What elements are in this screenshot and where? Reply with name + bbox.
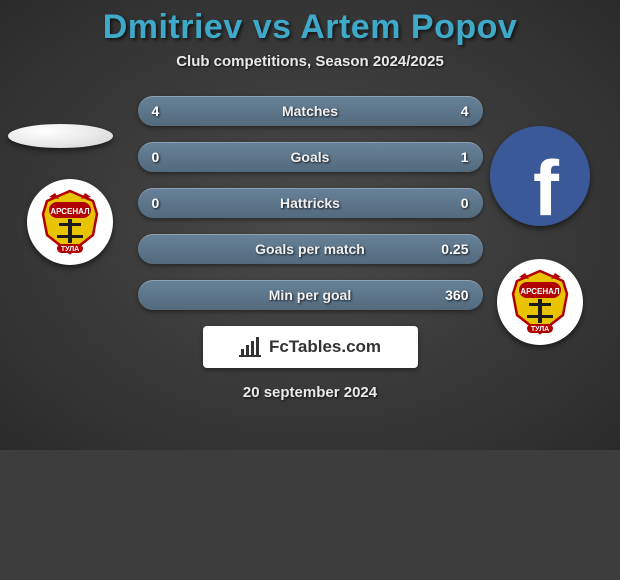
comparison-card: Dmitriev vs Artem Popov Club competition… — [0, 0, 620, 450]
arsenal-tula-crest-icon: АРСЕНАЛ ТУЛА — [35, 187, 105, 257]
page-title: Dmitriev vs Artem Popov — [0, 8, 620, 47]
svg-text:АРСЕНАЛ: АРСЕНАЛ — [520, 287, 560, 296]
comparison-date: 20 september 2024 — [0, 384, 620, 401]
stat-row: 4 Matches 4 — [138, 96, 483, 126]
facebook-share-button[interactable]: f — [490, 126, 590, 226]
stat-right-value: 4 — [429, 103, 469, 119]
stat-right-value: 0 — [429, 195, 469, 211]
stat-row: 0 Hattricks 0 — [138, 188, 483, 218]
stat-right-value: 0.25 — [429, 241, 469, 257]
stat-label: Min per goal — [269, 287, 351, 303]
arsenal-tula-crest-icon: АРСЕНАЛ ТУЛА — [505, 267, 575, 337]
bar-chart-icon — [239, 337, 263, 357]
stat-label: Matches — [282, 103, 338, 119]
player-left-avatar — [8, 124, 113, 148]
bottom-spacer — [0, 450, 620, 580]
stat-row: 0 Goals 1 — [138, 142, 483, 172]
club-badge-right[interactable]: АРСЕНАЛ ТУЛА — [497, 259, 583, 345]
svg-text:АРСЕНАЛ: АРСЕНАЛ — [50, 207, 90, 216]
stat-row: Min per goal 360 — [138, 280, 483, 310]
facebook-icon: f — [533, 143, 559, 234]
brand-text: FcTables.com — [269, 337, 381, 357]
stat-row: Goals per match 0.25 — [138, 234, 483, 264]
stat-left-value: 0 — [152, 195, 192, 211]
stat-label: Hattricks — [280, 195, 340, 211]
svg-text:ТУЛА: ТУЛА — [61, 246, 79, 253]
subtitle: Club competitions, Season 2024/2025 — [0, 53, 620, 70]
stats-list: 4 Matches 4 0 Goals 1 0 Hattricks 0 Goal… — [138, 96, 483, 310]
brand-badge[interactable]: FcTables.com — [203, 326, 418, 368]
svg-text:ТУЛА: ТУЛА — [531, 326, 549, 333]
stat-label: Goals — [291, 149, 330, 165]
club-badge-left[interactable]: АРСЕНАЛ ТУЛА — [27, 179, 113, 265]
stat-right-value: 360 — [429, 287, 469, 303]
stat-left-value: 4 — [152, 103, 192, 119]
stat-left-value: 0 — [152, 149, 192, 165]
stat-label: Goals per match — [255, 241, 365, 257]
stat-right-value: 1 — [429, 149, 469, 165]
